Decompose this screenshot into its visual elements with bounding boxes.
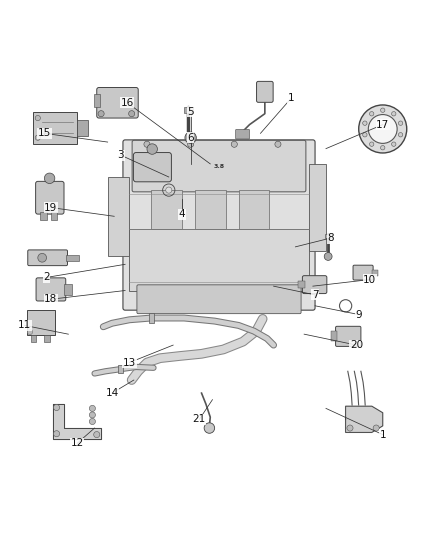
- Circle shape: [347, 425, 353, 431]
- Bar: [130, 229, 308, 290]
- Circle shape: [392, 111, 396, 116]
- FancyBboxPatch shape: [132, 140, 306, 192]
- Text: 15: 15: [38, 128, 51, 139]
- Text: 18: 18: [44, 294, 57, 304]
- FancyBboxPatch shape: [35, 181, 64, 214]
- Circle shape: [185, 132, 196, 143]
- Bar: [51, 212, 57, 220]
- Circle shape: [27, 329, 32, 335]
- Circle shape: [363, 121, 367, 125]
- Bar: [33, 111, 77, 144]
- Circle shape: [399, 133, 403, 137]
- Circle shape: [89, 412, 95, 418]
- Text: 9: 9: [355, 310, 362, 319]
- Bar: [27, 310, 55, 335]
- Circle shape: [368, 115, 397, 143]
- Bar: [31, 335, 36, 342]
- Bar: [331, 331, 337, 341]
- Circle shape: [381, 146, 385, 150]
- Circle shape: [187, 141, 194, 147]
- Bar: [325, 234, 332, 238]
- Polygon shape: [346, 406, 383, 432]
- Bar: [239, 190, 269, 229]
- Text: 20: 20: [350, 340, 363, 350]
- Circle shape: [370, 142, 374, 147]
- Bar: [64, 284, 72, 295]
- Bar: [372, 270, 378, 276]
- Bar: [108, 177, 130, 256]
- FancyBboxPatch shape: [353, 265, 373, 280]
- Text: 4: 4: [179, 209, 185, 219]
- Bar: [118, 365, 124, 374]
- Circle shape: [188, 135, 193, 140]
- Text: 21: 21: [193, 414, 206, 424]
- Text: 5: 5: [187, 107, 194, 117]
- Circle shape: [38, 253, 46, 262]
- FancyBboxPatch shape: [137, 285, 301, 313]
- FancyBboxPatch shape: [97, 87, 138, 118]
- Text: 3.8: 3.8: [213, 164, 225, 168]
- Text: 11: 11: [18, 320, 32, 330]
- Circle shape: [370, 111, 374, 116]
- Text: 8: 8: [327, 233, 334, 243]
- Text: 19: 19: [44, 203, 57, 213]
- Circle shape: [144, 141, 150, 147]
- Circle shape: [392, 142, 396, 147]
- FancyBboxPatch shape: [28, 250, 67, 265]
- Bar: [44, 335, 49, 342]
- FancyBboxPatch shape: [257, 82, 273, 102]
- Text: 17: 17: [376, 119, 389, 130]
- Polygon shape: [53, 404, 101, 439]
- FancyBboxPatch shape: [302, 276, 327, 294]
- Circle shape: [35, 116, 40, 120]
- Text: 7: 7: [312, 290, 318, 300]
- Text: 10: 10: [363, 274, 376, 285]
- Circle shape: [35, 135, 40, 140]
- Circle shape: [275, 141, 281, 147]
- Circle shape: [373, 425, 379, 431]
- Circle shape: [53, 405, 60, 410]
- Text: 1: 1: [379, 430, 386, 440]
- Circle shape: [324, 253, 332, 261]
- Text: 14: 14: [106, 388, 119, 398]
- Bar: [66, 255, 79, 261]
- Bar: [40, 212, 46, 220]
- FancyBboxPatch shape: [123, 140, 315, 310]
- Circle shape: [147, 144, 157, 154]
- FancyBboxPatch shape: [134, 152, 171, 182]
- Text: 1: 1: [288, 93, 294, 103]
- Text: 16: 16: [121, 98, 134, 108]
- Circle shape: [359, 105, 407, 153]
- Circle shape: [166, 187, 172, 193]
- Bar: [195, 190, 226, 229]
- Bar: [149, 313, 154, 323]
- Circle shape: [231, 141, 237, 147]
- Bar: [297, 281, 304, 288]
- Circle shape: [399, 121, 403, 125]
- Text: 2: 2: [43, 272, 50, 282]
- Circle shape: [98, 111, 104, 117]
- Circle shape: [44, 173, 55, 183]
- FancyBboxPatch shape: [336, 326, 361, 346]
- FancyBboxPatch shape: [36, 278, 66, 301]
- Circle shape: [129, 111, 135, 117]
- Text: 12: 12: [71, 438, 84, 448]
- Bar: [94, 94, 100, 107]
- Circle shape: [363, 133, 367, 137]
- Circle shape: [89, 418, 95, 425]
- Circle shape: [53, 431, 60, 437]
- Circle shape: [94, 432, 100, 438]
- Bar: [184, 107, 193, 113]
- Text: 3: 3: [117, 150, 124, 160]
- Bar: [308, 164, 326, 251]
- Circle shape: [381, 108, 385, 112]
- Circle shape: [89, 405, 95, 411]
- Circle shape: [204, 423, 215, 433]
- Text: 13: 13: [123, 358, 136, 368]
- Text: 6: 6: [187, 133, 194, 143]
- Bar: [77, 120, 88, 135]
- FancyBboxPatch shape: [236, 130, 250, 139]
- Bar: [151, 190, 182, 229]
